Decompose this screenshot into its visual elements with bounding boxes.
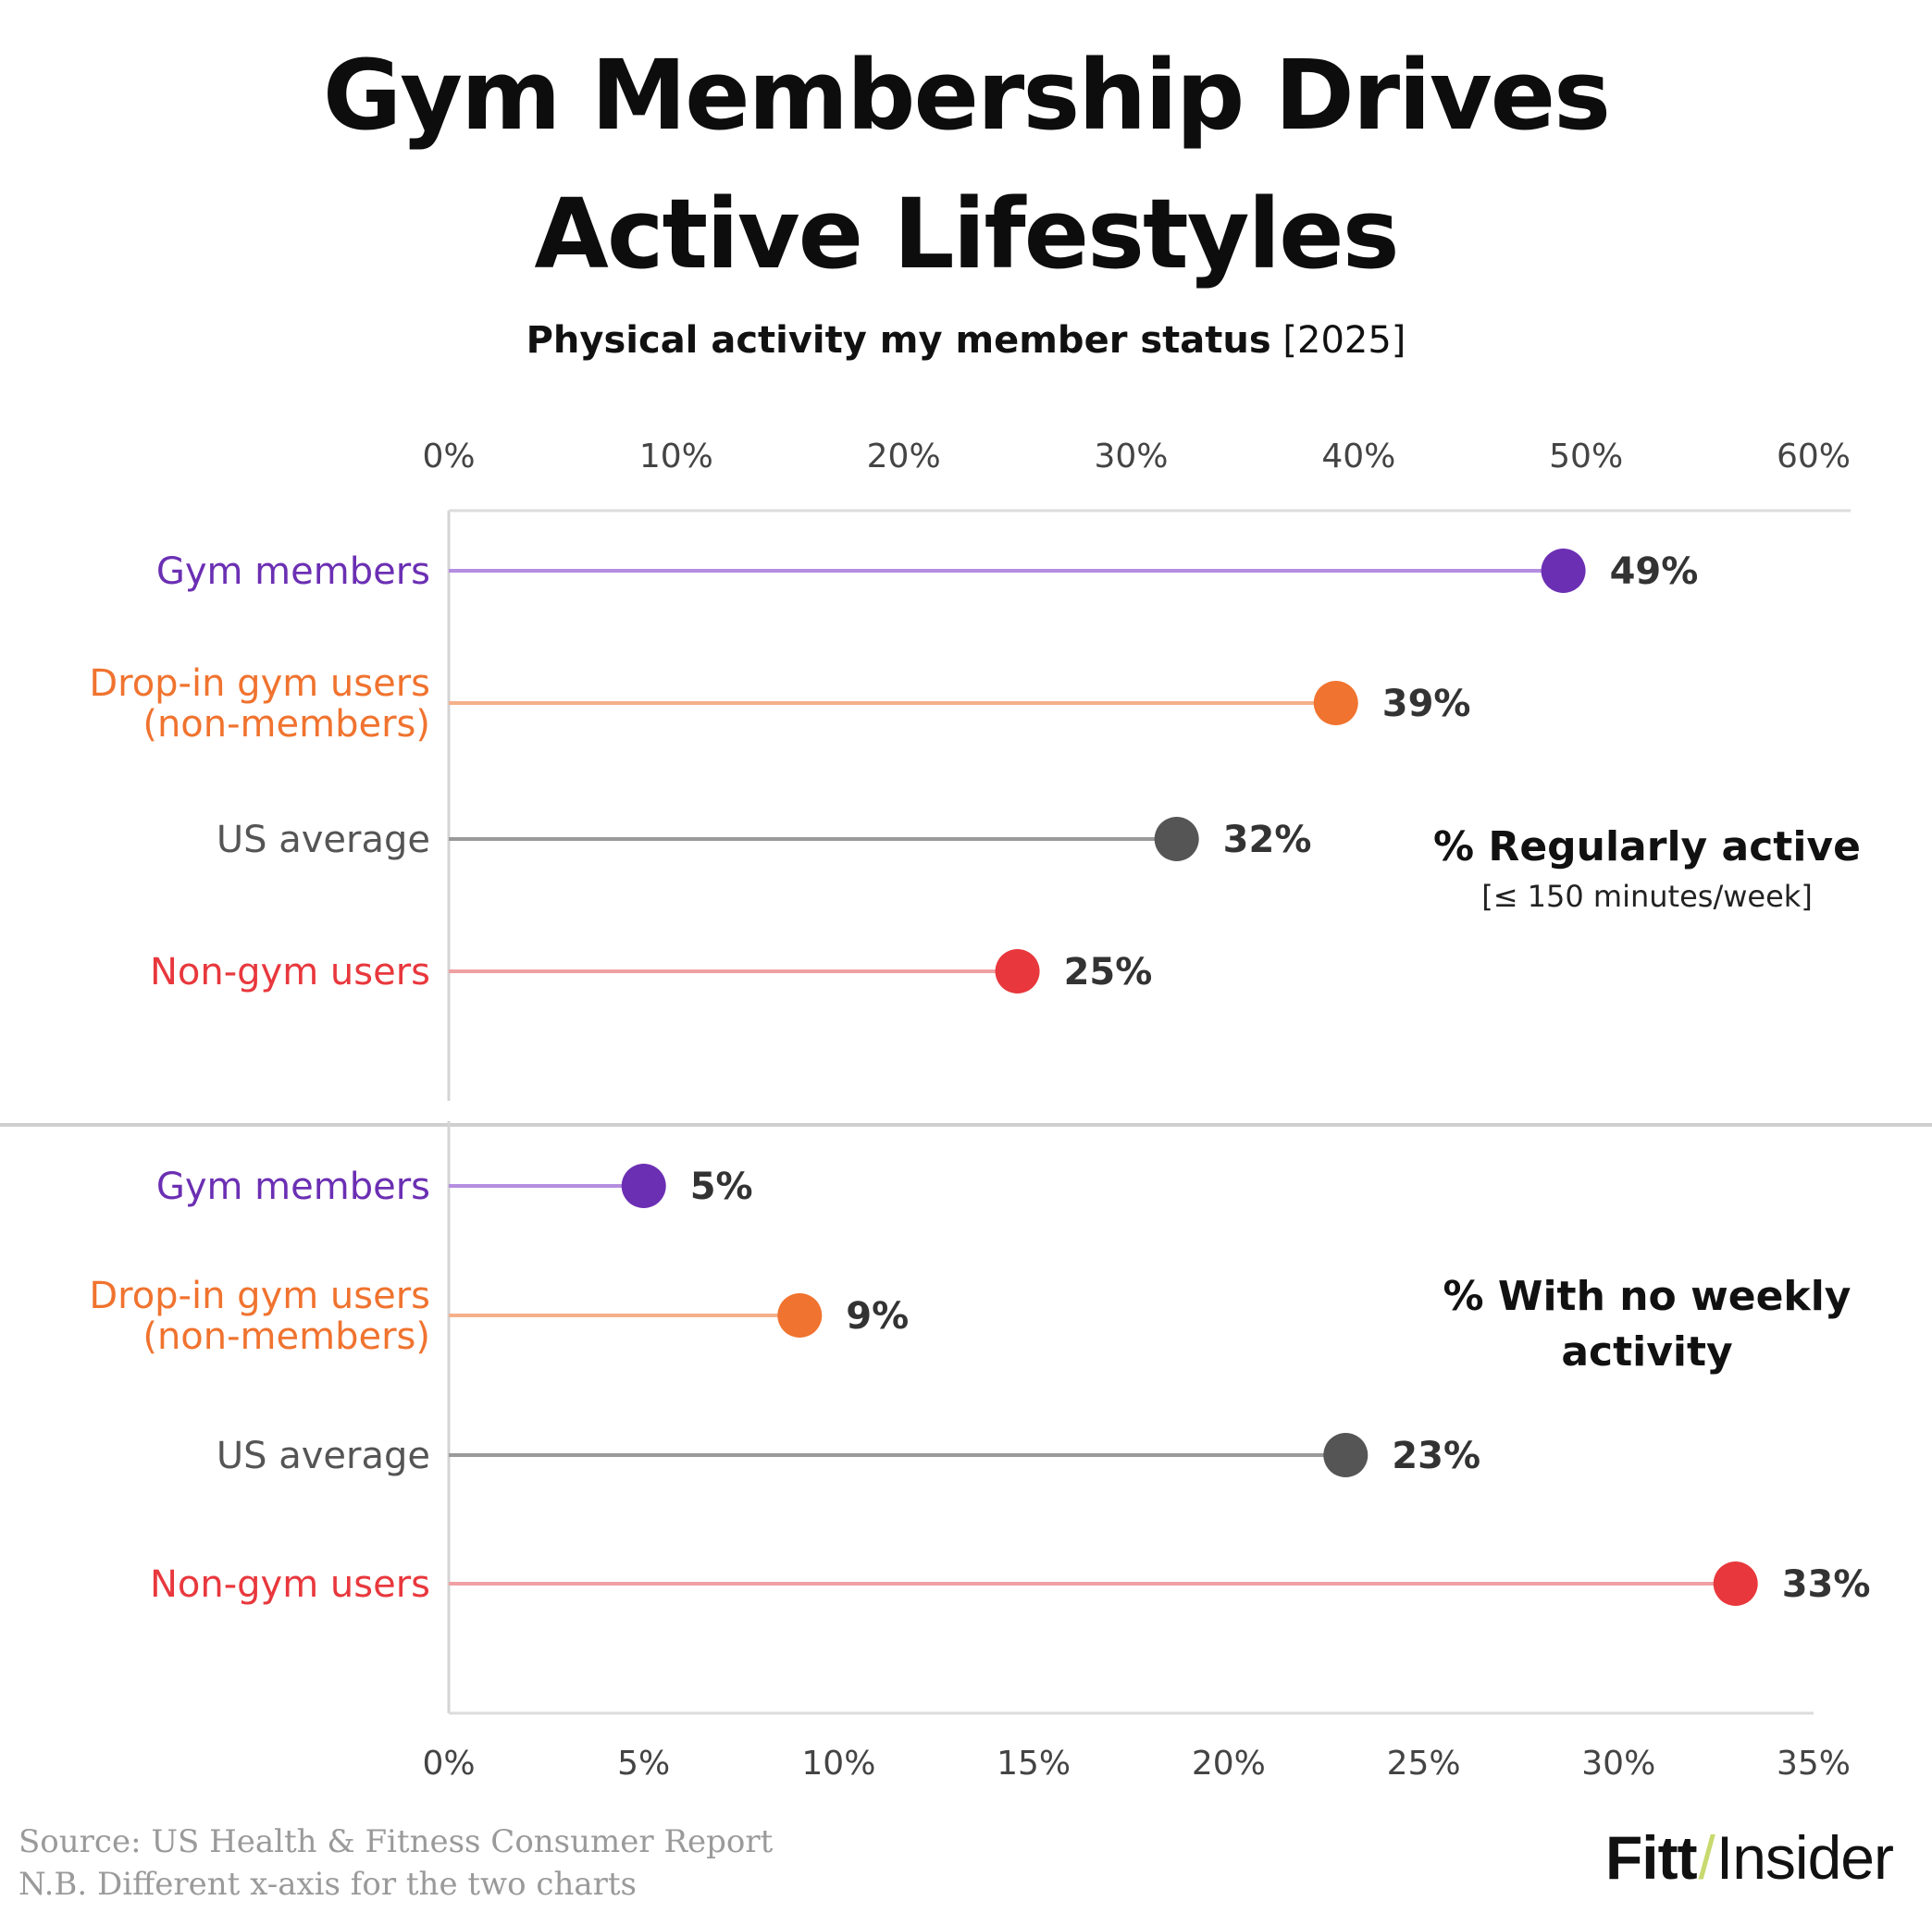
- panel-2-tick-label-2: 10%: [801, 1745, 875, 1783]
- panel-1-annotation-sub: [≤ 150 minutes/week]: [1481, 879, 1813, 914]
- source-line-2: N.B. Different x-axis for the two charts: [19, 1866, 637, 1903]
- panel-2-category-label-3: Non-gym users: [150, 1563, 430, 1606]
- panel-2-tick-label-1: 5%: [617, 1745, 670, 1783]
- panel-1-tick-label-1: 10%: [639, 438, 713, 475]
- panel-2-category-label-2-line-0: US average: [217, 1435, 430, 1477]
- panel-2-dot-1: [777, 1293, 823, 1338]
- panel-1-category-label-0: Gym members: [156, 550, 430, 593]
- panel-1-category-label-1: Drop-in gym users (non-members): [89, 662, 430, 746]
- panel-1-category-label-0-line-0: Gym members: [156, 550, 430, 593]
- panel-2-dot-2: [1323, 1433, 1368, 1477]
- panel-1-category-label-2: US average: [217, 819, 430, 861]
- panel-1-tick-label-6: 60%: [1777, 438, 1851, 475]
- panel-1-dot-2: [1154, 817, 1199, 861]
- panel-1-value-label-0: 49%: [1610, 550, 1699, 593]
- panel-1-tick-label-0: 0%: [422, 438, 475, 475]
- panel-2-tick-label-4: 20%: [1192, 1745, 1266, 1783]
- panel-2-tick-label-0: 0%: [422, 1745, 475, 1783]
- panel-1-tick-label-5: 50%: [1549, 438, 1623, 475]
- logo-slash: /: [1698, 1823, 1715, 1892]
- panel-2-value-label-2: 23%: [1392, 1435, 1480, 1477]
- panel-2-tick-label-5: 25%: [1387, 1745, 1461, 1783]
- panel-1-category-label-3: Non-gym users: [150, 951, 430, 994]
- source-line-1: Source: US Health & Fitness Consumer Rep…: [19, 1823, 774, 1860]
- panel-1-value-label-3: 25%: [1064, 951, 1153, 994]
- logo-insider: Insider: [1715, 1823, 1894, 1892]
- panel-2-tick-label-7: 35%: [1777, 1745, 1851, 1783]
- panel-2-value-label-1: 9%: [846, 1295, 909, 1338]
- panel-2-category-label-0-line-0: Gym members: [156, 1166, 430, 1208]
- source-note: Source: US Health & Fitness Consumer Rep…: [19, 1820, 773, 1906]
- panel-2-category-label-3-line-0: Non-gym users: [150, 1563, 430, 1606]
- panel-2-category-label-2: US average: [217, 1435, 430, 1477]
- panel-1-value-label-1: 39%: [1382, 683, 1471, 725]
- panel-2-value-label-0: 5%: [690, 1166, 753, 1208]
- chart-title-line-2: Active Lifestyles: [534, 178, 1399, 290]
- chart-subtitle-text: Physical activity my member status: [526, 319, 1271, 362]
- panel-2-category-label-1: Drop-in gym users (non-members): [89, 1275, 430, 1358]
- chart-title: Gym Membership Drives Active Lifestyles: [0, 26, 1932, 303]
- fitt-insider-logo: Fitt/Insider: [1604, 1822, 1894, 1893]
- panel-1-category-label-1-line-1: (non-members): [142, 703, 430, 746]
- panel-1-dot-1: [1313, 681, 1358, 725]
- panel-2-category-label-1-line-1: (non-members): [142, 1315, 430, 1358]
- panel-2-category-label-0: Gym members: [156, 1166, 430, 1208]
- panel-1-tick-label-3: 30%: [1094, 438, 1168, 475]
- panel-1-tick-label-4: 40%: [1321, 438, 1395, 475]
- chart-subtitle-year: [2025]: [1282, 319, 1406, 362]
- panel-2-annotation-line-1: activity: [1561, 1328, 1732, 1376]
- panel-2-tick-label-6: 30%: [1581, 1745, 1655, 1783]
- logo-fitt: Fitt: [1604, 1823, 1698, 1892]
- panel-1-value-label-2: 32%: [1223, 819, 1312, 861]
- chart-title-line-1: Gym Membership Drives: [322, 39, 1611, 152]
- panel-1-dot-0: [1541, 549, 1586, 593]
- panel-2-category-label-1-line-0: Drop-in gym users: [89, 1275, 430, 1317]
- chart-subtitle: Physical activity my member status [2025…: [0, 319, 1932, 362]
- panel-2-tick-label-3: 15%: [997, 1745, 1071, 1783]
- panel-1-annotation-line-0: % Regularly active: [1433, 823, 1861, 870]
- panel-1-tick-label-2: 20%: [867, 438, 941, 475]
- panel-2-value-label-3: 33%: [1782, 1563, 1871, 1606]
- panel-2-annotation-line-0: % With no weekly: [1443, 1273, 1852, 1320]
- panel-2-dot-0: [621, 1164, 666, 1208]
- panel-1-category-label-1-line-0: Drop-in gym users: [89, 662, 430, 705]
- panel-1-category-label-2-line-0: US average: [217, 819, 430, 861]
- panel-1-category-label-3-line-0: Non-gym users: [150, 951, 430, 994]
- panel-2-dot-3: [1713, 1561, 1758, 1606]
- panel-1-dot-3: [995, 949, 1040, 994]
